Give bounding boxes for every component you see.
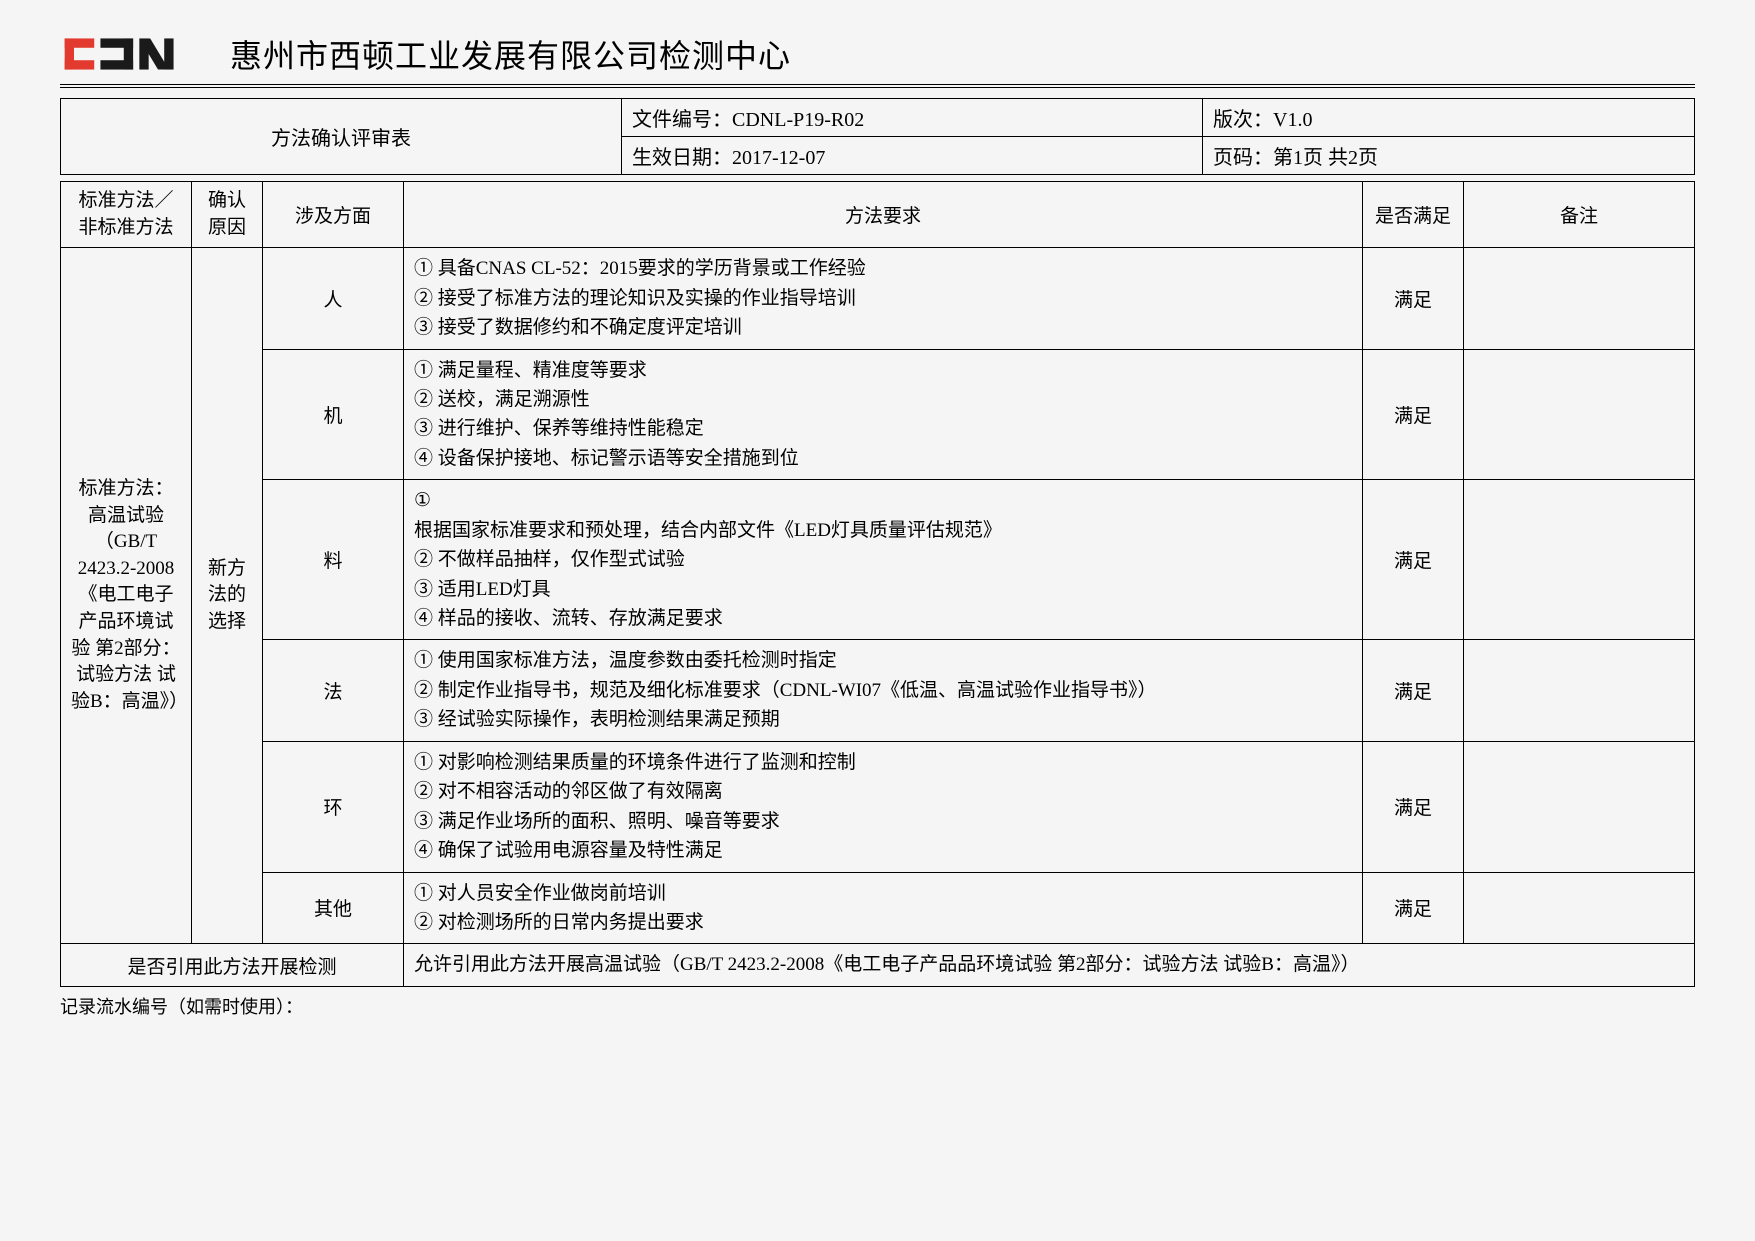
company-logo bbox=[60, 30, 200, 78]
req-cell: ① 对影响检测结果质量的环境条件进行了监测和控制② 对不相容活动的邻区做了有效隔… bbox=[404, 741, 1363, 872]
conclusion-label: 是否引用此方法开展检测 bbox=[61, 944, 404, 986]
satisfy-cell: 满足 bbox=[1363, 248, 1464, 349]
satisfy-cell: 满足 bbox=[1363, 872, 1464, 944]
notes-cell bbox=[1464, 248, 1695, 349]
aspect-cell: 法 bbox=[263, 640, 404, 741]
version-label: 版次： bbox=[1213, 109, 1273, 131]
aspect-cell: 人 bbox=[263, 248, 404, 349]
col-reason-label: 确认原因 bbox=[208, 190, 246, 238]
req-cell: ① 满足量程、精准度等要求② 送校，满足溯源性③ 进行维护、保养等维持性能稳定④… bbox=[404, 349, 1363, 480]
reason-cell: 新方法的选择 bbox=[192, 248, 263, 944]
form-title: 方法确认评审表 bbox=[61, 99, 622, 175]
satisfy-cell: 满足 bbox=[1363, 480, 1464, 640]
page-label: 页码： bbox=[1213, 147, 1273, 169]
page: 惠州市西顿工业发展有限公司检测中心 方法确认评审表 文件编号：CDNL-P19-… bbox=[60, 30, 1695, 1019]
eff-date-value: 2017-12-07 bbox=[732, 147, 825, 169]
req-cell: ①根据国家标准要求和预处理，结合内部文件《LED灯具质量评估规范》② 不做样品抽… bbox=[404, 480, 1363, 640]
conclusion-row: 是否引用此方法开展检测 允许引用此方法开展高温试验（GB/T 2423.2-20… bbox=[61, 944, 1695, 986]
aspect-cell: 其他 bbox=[263, 872, 404, 944]
version-value: V1.0 bbox=[1273, 109, 1312, 131]
table-row: 法 ① 使用国家标准方法，温度参数由委托检测时指定② 制定作业指导书，规范及细化… bbox=[61, 640, 1695, 741]
satisfy-cell: 满足 bbox=[1363, 349, 1464, 480]
page-no-cell: 页码：第1页 共2页 bbox=[1203, 137, 1695, 175]
notes-cell bbox=[1464, 741, 1695, 872]
col-std-method-label: 标准方法／非标准方法 bbox=[78, 190, 173, 238]
conclusion-text: 允许引用此方法开展高温试验（GB/T 2423.2-2008《电工电子产品品环境… bbox=[404, 944, 1695, 986]
req-cell: ① 对人员安全作业做岗前培训② 对检测场所的日常内务提出要求 bbox=[404, 872, 1363, 944]
col-reason: 确认原因 bbox=[192, 182, 263, 248]
footer-note: 记录流水编号（如需时使用）： bbox=[60, 993, 1695, 1019]
header-rule bbox=[60, 84, 1695, 88]
aspect-cell: 机 bbox=[263, 349, 404, 480]
std-method-cell: 标准方法：高温试验（GB/T 2423.2-2008《电工电子产品环境试验 第2… bbox=[61, 248, 192, 944]
col-notes: 备注 bbox=[1464, 182, 1695, 248]
satisfy-cell: 满足 bbox=[1363, 741, 1464, 872]
col-aspect: 涉及方面 bbox=[263, 182, 404, 248]
version-cell: 版次：V1.0 bbox=[1203, 99, 1695, 137]
eff-date-cell: 生效日期：2017-12-07 bbox=[622, 137, 1203, 175]
meta-table: 方法确认评审表 文件编号：CDNL-P19-R02 版次：V1.0 生效日期：2… bbox=[60, 98, 1695, 175]
notes-cell bbox=[1464, 480, 1695, 640]
main-table: 标准方法／非标准方法 确认原因 涉及方面 方法要求 是否满足 备注 标准方法：高… bbox=[60, 181, 1695, 987]
company-title: 惠州市西顿工业发展有限公司检测中心 bbox=[230, 31, 791, 77]
header: 惠州市西顿工业发展有限公司检测中心 bbox=[60, 30, 1695, 78]
satisfy-cell: 满足 bbox=[1363, 640, 1464, 741]
doc-no-label: 文件编号： bbox=[632, 109, 732, 131]
col-satisfy: 是否满足 bbox=[1363, 182, 1464, 248]
eff-date-label: 生效日期： bbox=[632, 147, 732, 169]
notes-cell bbox=[1464, 872, 1695, 944]
notes-cell bbox=[1464, 640, 1695, 741]
col-requirement: 方法要求 bbox=[404, 182, 1363, 248]
aspect-cell: 料 bbox=[263, 480, 404, 640]
notes-cell bbox=[1464, 349, 1695, 480]
aspect-cell: 环 bbox=[263, 741, 404, 872]
req-cell: ① 具备CNAS CL-52：2015要求的学历背景或工作经验② 接受了标准方法… bbox=[404, 248, 1363, 349]
page-value: 第1页 共2页 bbox=[1273, 147, 1378, 169]
doc-no-cell: 文件编号：CDNL-P19-R02 bbox=[622, 99, 1203, 137]
table-row: 标准方法：高温试验（GB/T 2423.2-2008《电工电子产品环境试验 第2… bbox=[61, 248, 1695, 349]
table-row: 其他 ① 对人员安全作业做岗前培训② 对检测场所的日常内务提出要求 满足 bbox=[61, 872, 1695, 944]
col-std-method: 标准方法／非标准方法 bbox=[61, 182, 192, 248]
table-row: 机 ① 满足量程、精准度等要求② 送校，满足溯源性③ 进行维护、保养等维持性能稳… bbox=[61, 349, 1695, 480]
table-row: 环 ① 对影响检测结果质量的环境条件进行了监测和控制② 对不相容活动的邻区做了有… bbox=[61, 741, 1695, 872]
req-cell: ① 使用国家标准方法，温度参数由委托检测时指定② 制定作业指导书，规范及细化标准… bbox=[404, 640, 1363, 741]
doc-no-value: CDNL-P19-R02 bbox=[732, 109, 864, 131]
table-header-row: 标准方法／非标准方法 确认原因 涉及方面 方法要求 是否满足 备注 bbox=[61, 182, 1695, 248]
table-row: 料 ①根据国家标准要求和预处理，结合内部文件《LED灯具质量评估规范》② 不做样… bbox=[61, 480, 1695, 640]
